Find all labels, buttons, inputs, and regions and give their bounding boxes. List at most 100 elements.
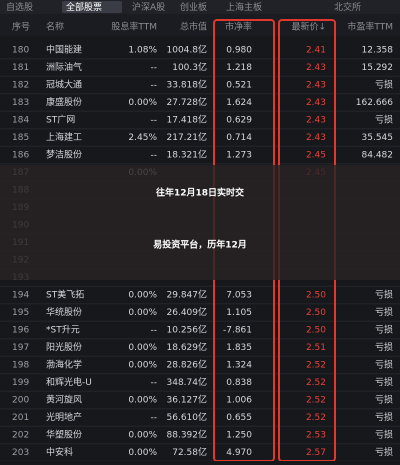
cell[interactable]: 渤海化学: [46, 359, 82, 371]
tab[interactable]: 上海主板: [226, 1, 262, 13]
tab[interactable]: 全部股票: [66, 1, 102, 13]
cell: 180: [12, 46, 29, 56]
cell: 17.418亿: [167, 114, 208, 126]
cell: 198: [12, 361, 29, 371]
cell: 2.53: [306, 431, 326, 441]
cell[interactable]: ST美飞拓: [46, 289, 84, 301]
cell: 10.256亿: [167, 324, 208, 336]
column-header[interactable]: 总市值: [180, 21, 207, 33]
cell: 0.00%: [128, 98, 157, 108]
column-header[interactable]: 股息率TTM: [111, 21, 157, 33]
cell: 亏损: [375, 289, 393, 301]
cell: 186: [12, 151, 29, 161]
cell: 100.3亿: [172, 61, 207, 73]
cell: 2.43: [306, 98, 326, 108]
cell: 0.00%: [128, 308, 157, 318]
cell: 1.105: [226, 308, 252, 318]
cell[interactable]: 阳光股份: [46, 341, 82, 353]
cell: 2.43: [306, 63, 326, 73]
column-header[interactable]: 市盈率TTM: [347, 21, 393, 33]
cell[interactable]: 冠城大通: [46, 79, 82, 91]
cell: 0.714: [226, 133, 252, 143]
cell[interactable]: 中国能建: [46, 44, 82, 56]
cell: 72.58亿: [172, 446, 207, 458]
cell: 1.624: [226, 98, 252, 108]
cell: 0.521: [226, 81, 252, 91]
cell: 1.250: [226, 431, 252, 441]
tab[interactable]: 创业板: [180, 1, 207, 13]
cell: 2.52: [306, 361, 326, 371]
cell: 202: [12, 431, 29, 441]
cell: 203: [12, 448, 29, 458]
cell: 2.43: [306, 133, 326, 143]
cell: 2.50: [306, 308, 326, 318]
cell: 29.847亿: [167, 289, 208, 301]
cell: 196: [12, 326, 29, 336]
cell: 1.218: [226, 63, 252, 73]
cell: 0.00%: [128, 343, 157, 353]
cell: 12.358: [362, 46, 394, 56]
column-header[interactable]: 市净率: [225, 21, 252, 33]
cell: --: [151, 378, 158, 388]
cell: 0.980: [226, 46, 252, 56]
cell: 0.00%: [128, 361, 157, 371]
cell: --: [151, 151, 158, 161]
cell: 2.52: [306, 413, 326, 423]
cell[interactable]: 华塑股份: [46, 429, 82, 441]
cell: 348.74亿: [167, 376, 208, 388]
column-header: 名称: [46, 21, 64, 33]
tab[interactable]: 自选股: [6, 1, 33, 13]
cell[interactable]: *ST升元: [46, 325, 80, 336]
cell[interactable]: 黄河旋风: [46, 394, 82, 406]
cell: 181: [12, 63, 29, 73]
overlay-band: [0, 165, 400, 280]
cell: 162.666: [356, 98, 393, 108]
cell[interactable]: ST广网: [46, 114, 75, 126]
cell: 亏损: [375, 324, 393, 336]
cell: --: [151, 326, 158, 336]
cell[interactable]: 康盛股份: [46, 96, 82, 108]
cell: 亏损: [375, 429, 393, 441]
cell: --: [151, 413, 158, 423]
cell[interactable]: 上海建工: [46, 131, 82, 143]
cell: 1.324: [226, 361, 252, 371]
cell: 195: [12, 308, 29, 318]
cell: 2.57: [306, 448, 326, 458]
cell: 1.006: [226, 396, 252, 406]
cell: 0.00%: [128, 448, 157, 458]
cell: 2.43: [306, 81, 326, 91]
cell: 199: [12, 378, 29, 388]
cell: 7.053: [226, 291, 252, 301]
cell[interactable]: 中安科: [46, 446, 73, 458]
cell: 35.545: [362, 133, 394, 143]
cell: 亏损: [375, 341, 393, 353]
cell: 185: [12, 133, 29, 143]
cell: 亏损: [375, 306, 393, 318]
overlay-text: 易投资平台，历年12月: [153, 239, 247, 251]
cell: 28.826亿: [167, 359, 208, 371]
cell: 2.52: [306, 378, 326, 388]
cell: 1004.8亿: [167, 44, 208, 56]
cell: --: [151, 116, 158, 126]
cell[interactable]: 梦洁股份: [46, 149, 82, 161]
cell: --: [151, 63, 158, 73]
cell[interactable]: 和辉光电-U: [46, 376, 92, 388]
cell: -7.861: [223, 326, 252, 336]
cell: 201: [12, 413, 29, 423]
cell: 18.321亿: [167, 149, 208, 161]
cell[interactable]: 光明地产: [46, 411, 82, 423]
cell: 184: [12, 116, 29, 126]
tab[interactable]: 北交所: [334, 1, 361, 13]
column-header[interactable]: 最新价↓: [291, 21, 326, 33]
cell: 217.21亿: [167, 131, 208, 143]
tab[interactable]: 沪深A股: [132, 1, 165, 13]
cell: 84.482: [362, 151, 394, 161]
cell: 0.655: [226, 413, 252, 423]
cell: 亏损: [375, 411, 393, 423]
cell: 27.728亿: [167, 96, 208, 108]
cell: 1.835: [226, 343, 252, 353]
cell[interactable]: 华统股份: [46, 306, 82, 318]
cell[interactable]: 洲际油气: [46, 61, 82, 73]
cell: --: [151, 81, 158, 91]
